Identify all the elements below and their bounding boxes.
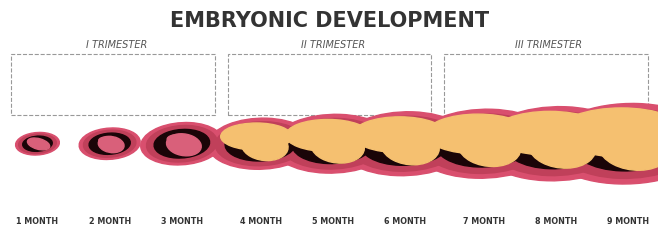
Ellipse shape	[16, 132, 59, 155]
Ellipse shape	[557, 109, 659, 178]
Ellipse shape	[154, 129, 210, 158]
Ellipse shape	[84, 130, 136, 157]
Ellipse shape	[545, 103, 659, 184]
Ellipse shape	[504, 119, 608, 169]
Text: 3 MONTH: 3 MONTH	[161, 216, 203, 226]
Ellipse shape	[311, 129, 364, 163]
Ellipse shape	[225, 126, 296, 161]
Ellipse shape	[208, 118, 313, 169]
Ellipse shape	[480, 107, 632, 181]
Ellipse shape	[529, 125, 596, 168]
Text: 9 MONTH: 9 MONTH	[607, 216, 649, 226]
Ellipse shape	[360, 122, 449, 165]
Ellipse shape	[89, 133, 130, 154]
Ellipse shape	[79, 128, 140, 159]
Ellipse shape	[349, 116, 461, 171]
Ellipse shape	[598, 124, 659, 170]
Ellipse shape	[292, 124, 374, 164]
Ellipse shape	[221, 123, 292, 150]
Ellipse shape	[28, 138, 49, 150]
Ellipse shape	[99, 137, 116, 144]
Text: I TRIMESTER: I TRIMESTER	[86, 40, 147, 50]
Ellipse shape	[436, 120, 532, 167]
Ellipse shape	[167, 134, 201, 156]
Ellipse shape	[286, 120, 370, 151]
Ellipse shape	[241, 131, 288, 161]
Ellipse shape	[272, 114, 393, 173]
Text: 4 MONTH: 4 MONTH	[239, 216, 281, 226]
Ellipse shape	[458, 126, 521, 167]
Ellipse shape	[492, 111, 608, 155]
Ellipse shape	[281, 118, 385, 169]
Ellipse shape	[167, 134, 190, 144]
Text: III TRIMESTER: III TRIMESTER	[515, 40, 581, 50]
Ellipse shape	[353, 117, 447, 153]
Text: 5 MONTH: 5 MONTH	[312, 216, 354, 226]
Ellipse shape	[413, 109, 555, 178]
Text: 6 MONTH: 6 MONTH	[384, 216, 426, 226]
Ellipse shape	[572, 117, 659, 171]
Ellipse shape	[18, 134, 56, 153]
Ellipse shape	[22, 136, 52, 151]
Ellipse shape	[557, 108, 659, 157]
Text: II TRIMESTER: II TRIMESTER	[301, 40, 365, 50]
Ellipse shape	[98, 136, 124, 153]
Text: 8 MONTH: 8 MONTH	[534, 216, 577, 226]
Ellipse shape	[426, 114, 530, 154]
Text: 1 MONTH: 1 MONTH	[16, 216, 59, 226]
Ellipse shape	[381, 128, 440, 165]
Text: 2 MONTH: 2 MONTH	[88, 216, 130, 226]
Ellipse shape	[141, 122, 223, 165]
Ellipse shape	[490, 112, 621, 176]
Ellipse shape	[146, 126, 217, 162]
Text: EMBRYONIC DEVELOPMENT: EMBRYONIC DEVELOPMENT	[170, 11, 489, 31]
Text: 7 MONTH: 7 MONTH	[463, 216, 505, 226]
Ellipse shape	[215, 122, 306, 166]
Ellipse shape	[339, 112, 471, 176]
Ellipse shape	[422, 114, 545, 174]
